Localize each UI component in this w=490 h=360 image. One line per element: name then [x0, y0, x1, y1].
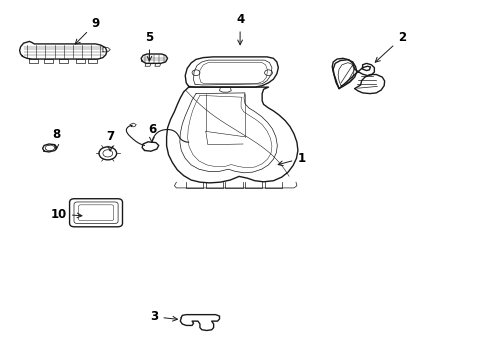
Text: 6: 6 — [148, 123, 156, 142]
Text: 7: 7 — [106, 130, 114, 151]
Text: 4: 4 — [236, 13, 244, 45]
Text: 10: 10 — [50, 208, 82, 221]
Text: 3: 3 — [150, 310, 177, 323]
Text: 5: 5 — [146, 31, 153, 61]
Text: 2: 2 — [375, 31, 406, 62]
Text: 8: 8 — [52, 129, 60, 149]
Text: 9: 9 — [75, 17, 99, 44]
Text: 1: 1 — [278, 152, 305, 166]
